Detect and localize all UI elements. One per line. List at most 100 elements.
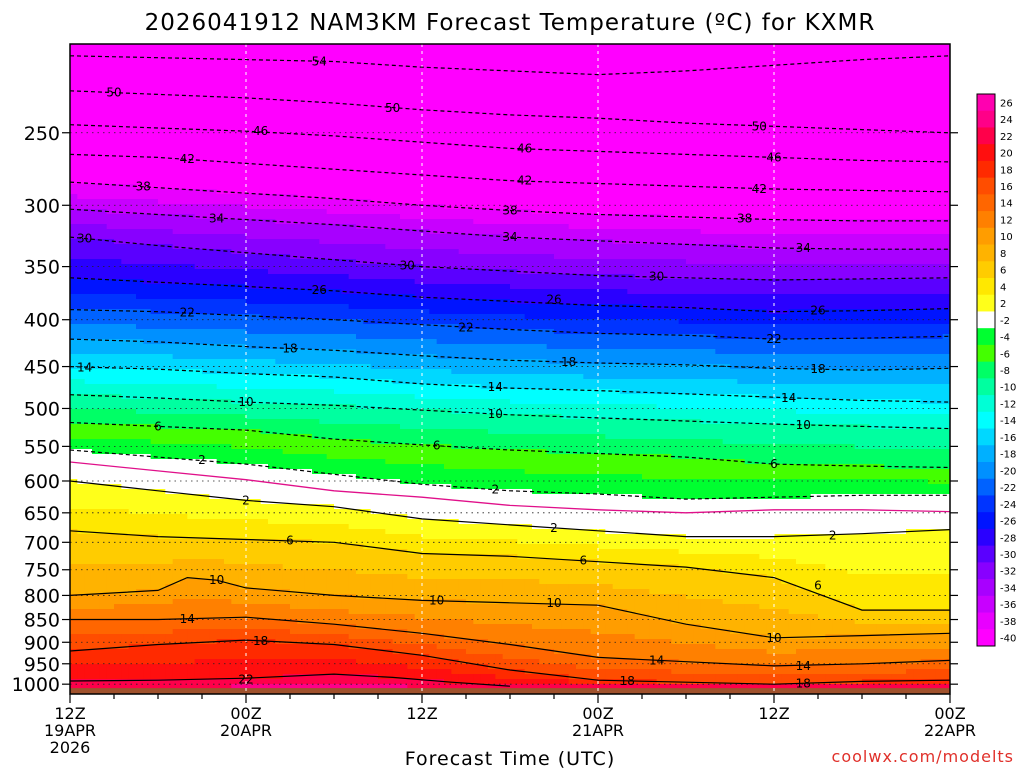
field-cell bbox=[796, 239, 804, 245]
field-cell bbox=[906, 214, 914, 220]
field-cell bbox=[759, 244, 768, 250]
field-cell bbox=[363, 209, 372, 215]
field-cell bbox=[605, 74, 614, 80]
field-cell bbox=[165, 199, 174, 205]
field-cell bbox=[766, 64, 775, 70]
field-cell bbox=[671, 174, 680, 180]
field-cell bbox=[744, 54, 753, 60]
field-cell bbox=[730, 74, 738, 80]
field-cell bbox=[678, 214, 687, 220]
field-cell bbox=[627, 144, 636, 150]
field-cell bbox=[268, 149, 276, 155]
field-cell bbox=[686, 79, 694, 85]
field-cell bbox=[605, 179, 614, 185]
field-cell bbox=[590, 184, 599, 190]
field-cell bbox=[348, 234, 357, 240]
field-cell bbox=[700, 134, 709, 140]
field-cell bbox=[480, 84, 489, 90]
field-cell bbox=[414, 79, 423, 85]
field-cell bbox=[583, 84, 592, 90]
field-cell bbox=[106, 184, 115, 190]
field-cell bbox=[810, 79, 819, 85]
field-cell bbox=[312, 239, 320, 245]
field-cell bbox=[378, 224, 386, 230]
field-cell bbox=[326, 209, 335, 215]
field-cell bbox=[854, 149, 863, 155]
field-cell bbox=[158, 79, 166, 85]
field-cell bbox=[708, 169, 716, 175]
field-cell bbox=[275, 234, 284, 240]
field-cell bbox=[297, 49, 306, 55]
field-cell bbox=[524, 244, 533, 250]
field-cell bbox=[106, 49, 115, 55]
field-cell bbox=[150, 119, 159, 125]
field-cell bbox=[458, 184, 467, 190]
field-cell bbox=[788, 179, 797, 185]
field-cell bbox=[136, 219, 144, 225]
field-cell bbox=[451, 154, 460, 160]
field-cell bbox=[216, 199, 225, 205]
field-cell bbox=[429, 204, 438, 210]
field-cell bbox=[341, 64, 350, 70]
field-cell bbox=[913, 174, 922, 180]
field-cell bbox=[290, 114, 298, 120]
field-cell bbox=[92, 194, 100, 200]
field-cell bbox=[187, 154, 196, 160]
field-cell bbox=[363, 69, 372, 75]
field-cell bbox=[766, 204, 775, 210]
field-cell bbox=[422, 184, 430, 190]
field-cell bbox=[869, 109, 878, 115]
field-cell bbox=[510, 89, 518, 95]
field-cell bbox=[319, 64, 328, 70]
field-cell bbox=[348, 249, 357, 255]
field-cell bbox=[172, 64, 181, 70]
field-cell bbox=[818, 79, 826, 85]
field-cell bbox=[158, 164, 166, 170]
field-cell bbox=[876, 64, 885, 70]
field-cell bbox=[326, 139, 335, 145]
field-cell bbox=[862, 44, 870, 50]
field-cell bbox=[840, 179, 848, 185]
field-cell bbox=[488, 129, 496, 135]
field-cell bbox=[825, 64, 834, 70]
field-cell bbox=[678, 119, 687, 125]
field-cell bbox=[84, 249, 93, 255]
field-cell bbox=[561, 139, 570, 145]
field-cell bbox=[517, 54, 526, 60]
field-cell bbox=[935, 44, 944, 50]
field-cell bbox=[935, 224, 944, 230]
field-cell bbox=[363, 229, 372, 235]
field-cell bbox=[341, 99, 350, 105]
field-cell bbox=[356, 79, 364, 85]
field-cell bbox=[407, 189, 416, 195]
field-cell bbox=[730, 209, 738, 215]
field-cell bbox=[634, 119, 643, 125]
field-cell bbox=[854, 209, 863, 215]
field-cell bbox=[715, 69, 724, 75]
field-cell bbox=[436, 194, 445, 200]
field-cell bbox=[722, 159, 731, 165]
field-cell bbox=[935, 74, 944, 80]
field-cell bbox=[407, 99, 416, 105]
field-cell bbox=[722, 184, 731, 190]
field-cell bbox=[334, 129, 342, 135]
field-cell bbox=[400, 59, 408, 65]
field-cell bbox=[165, 139, 174, 145]
field-cell bbox=[202, 109, 210, 115]
field-cell bbox=[634, 114, 643, 120]
field-cell bbox=[671, 219, 680, 225]
field-cell bbox=[128, 79, 137, 85]
field-cell bbox=[869, 154, 878, 160]
field-cell bbox=[774, 109, 782, 115]
field-cell bbox=[722, 64, 731, 70]
field-cell bbox=[715, 124, 724, 130]
field-cell bbox=[128, 94, 137, 100]
field-cell bbox=[370, 224, 379, 230]
field-cell bbox=[143, 234, 152, 240]
field-cell bbox=[495, 124, 504, 130]
field-cell bbox=[136, 64, 144, 70]
field-cell bbox=[224, 184, 232, 190]
field-cell bbox=[348, 129, 357, 135]
field-cell bbox=[458, 49, 467, 55]
field-cell bbox=[781, 194, 790, 200]
